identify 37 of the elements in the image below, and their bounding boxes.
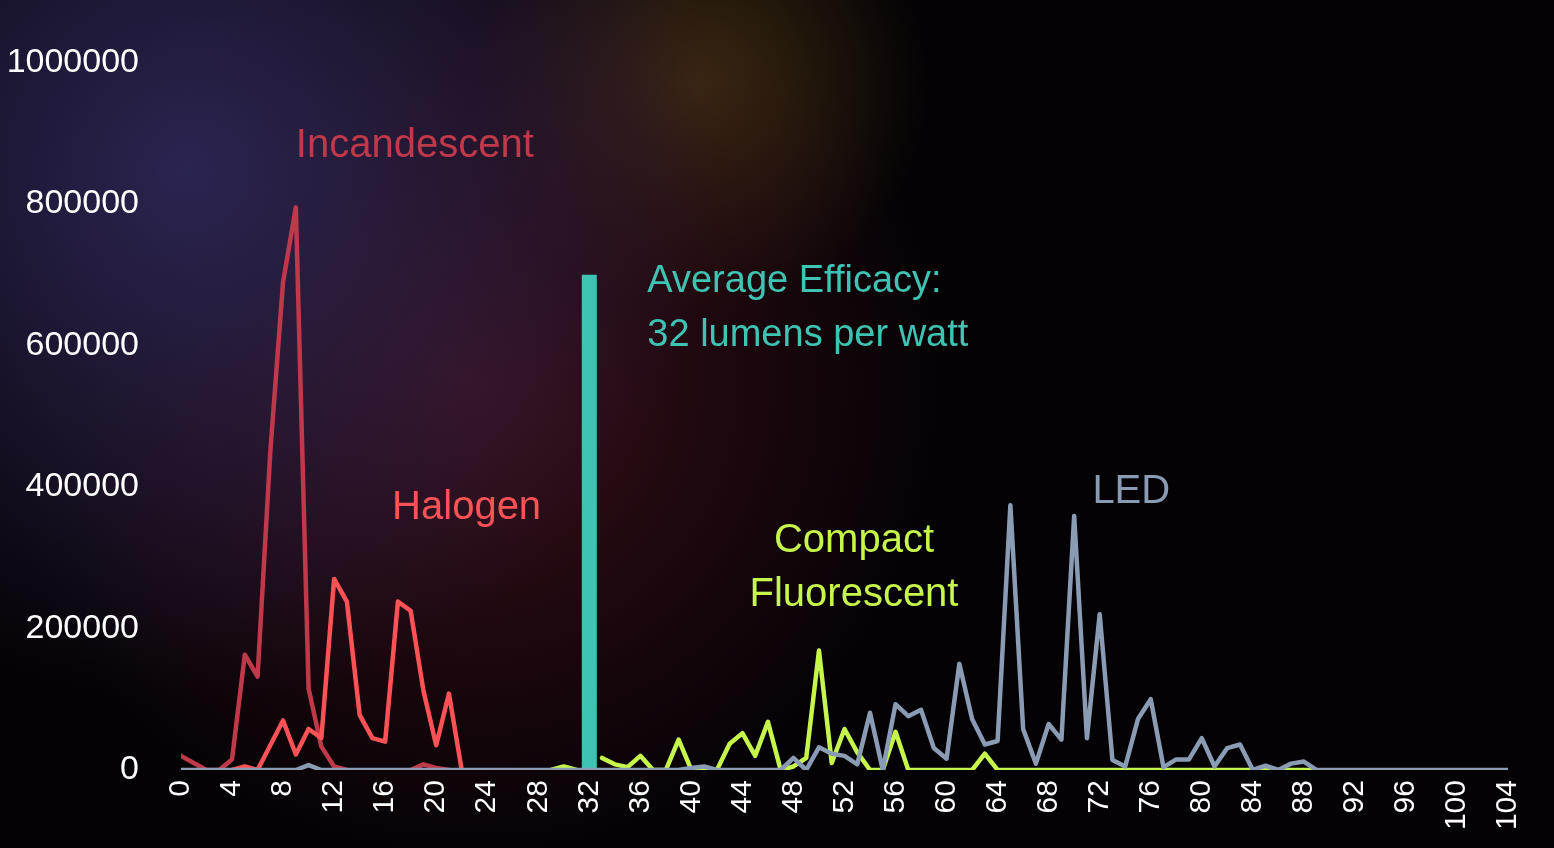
x-tick-label: 56 (876, 780, 910, 814)
series-label: Compact Fluorescent (749, 516, 959, 615)
x-tick-label: 0 (162, 780, 196, 797)
x-tick-label: 36 (621, 780, 655, 814)
x-tick-label: 20 (417, 780, 451, 814)
x-tick-label: 28 (519, 780, 553, 814)
x-tick-label: 76 (1132, 780, 1165, 814)
x-tick-label: 60 (927, 780, 961, 814)
x-tick-label: 44 (723, 780, 757, 814)
series-label: LED (1092, 467, 1171, 512)
y-tick-label: 600000 (25, 323, 139, 362)
x-tick-label: 16 (366, 780, 400, 814)
series-label: Incandescent (295, 121, 534, 166)
x-tick-label: 96 (1387, 780, 1421, 814)
x-tick-label: 12 (315, 780, 349, 814)
y-tick-label: 200000 (25, 606, 139, 645)
x-tick-label: 8 (264, 780, 298, 797)
x-tick-label: 48 (774, 780, 808, 814)
x-tick-label: 100 (1438, 780, 1472, 831)
ref-line-label: Average Efficacy: 32 lumens per watt (647, 258, 969, 354)
y-tick-label: 1000000 (6, 40, 139, 79)
x-tick-label: 40 (672, 780, 706, 814)
x-tick-label: 64 (978, 780, 1012, 814)
series-label: Halogen (392, 482, 542, 527)
x-tick-label: 92 (1336, 780, 1370, 814)
x-tick-label: 68 (1029, 780, 1063, 814)
x-tick-label: 104 (1489, 780, 1523, 831)
x-tick-label: 4 (213, 780, 247, 797)
x-tick-label: 32 (570, 780, 604, 814)
x-tick-label: 80 (1183, 780, 1217, 814)
y-tick-label: 800000 (25, 182, 139, 221)
x-tick-label: 52 (825, 780, 859, 814)
x-tick-label: 88 (1285, 780, 1319, 814)
x-tick-label: 24 (468, 780, 502, 814)
y-tick-label: 400000 (25, 465, 139, 504)
x-tick-label: 72 (1080, 780, 1114, 814)
x-tick-label: 84 (1234, 780, 1268, 814)
